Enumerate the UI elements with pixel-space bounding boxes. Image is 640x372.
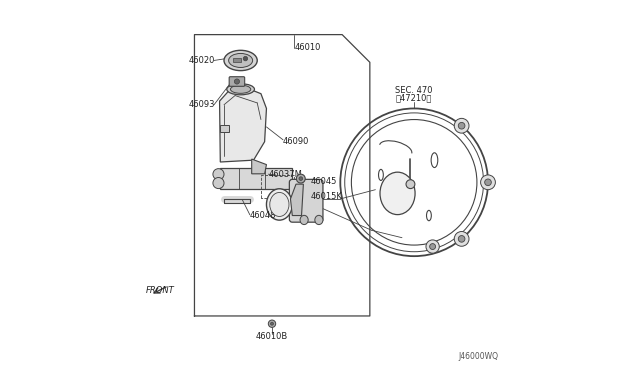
Circle shape xyxy=(429,244,436,250)
Ellipse shape xyxy=(300,215,308,225)
Text: J46000WQ: J46000WQ xyxy=(459,352,499,361)
Ellipse shape xyxy=(380,172,415,215)
Circle shape xyxy=(213,169,224,180)
Polygon shape xyxy=(220,168,292,189)
Polygon shape xyxy=(252,159,266,174)
Text: 46048: 46048 xyxy=(250,211,276,220)
Circle shape xyxy=(213,177,224,189)
Circle shape xyxy=(296,174,305,183)
FancyBboxPatch shape xyxy=(220,125,229,132)
Text: 46010B: 46010B xyxy=(256,332,288,341)
Text: 46093: 46093 xyxy=(188,100,215,109)
Circle shape xyxy=(243,57,248,61)
Ellipse shape xyxy=(224,50,257,71)
Circle shape xyxy=(458,122,465,129)
Text: SEC. 470: SEC. 470 xyxy=(396,86,433,94)
Text: FRONT: FRONT xyxy=(146,286,175,295)
Circle shape xyxy=(271,322,273,325)
Polygon shape xyxy=(220,86,266,162)
Polygon shape xyxy=(291,184,303,215)
Text: 46020: 46020 xyxy=(188,56,215,65)
Circle shape xyxy=(406,180,415,189)
Circle shape xyxy=(481,175,495,190)
Circle shape xyxy=(484,179,492,186)
Ellipse shape xyxy=(315,215,323,225)
Ellipse shape xyxy=(230,85,251,93)
Circle shape xyxy=(458,235,465,242)
Ellipse shape xyxy=(227,84,255,95)
Circle shape xyxy=(426,240,439,253)
FancyBboxPatch shape xyxy=(289,179,323,222)
FancyBboxPatch shape xyxy=(229,77,244,86)
Circle shape xyxy=(454,231,469,246)
Circle shape xyxy=(268,320,276,327)
Circle shape xyxy=(299,177,303,180)
Ellipse shape xyxy=(228,54,253,67)
Text: 46015K: 46015K xyxy=(311,192,342,201)
FancyBboxPatch shape xyxy=(233,58,241,62)
Circle shape xyxy=(454,118,469,133)
Text: 46010: 46010 xyxy=(294,43,321,52)
Ellipse shape xyxy=(266,189,292,220)
Circle shape xyxy=(234,79,239,84)
Text: 〰47210〱: 〰47210〱 xyxy=(396,93,433,102)
Ellipse shape xyxy=(270,192,289,217)
Text: 46037M: 46037M xyxy=(268,170,302,179)
Text: 46045: 46045 xyxy=(311,177,337,186)
Text: 46090: 46090 xyxy=(283,137,310,146)
